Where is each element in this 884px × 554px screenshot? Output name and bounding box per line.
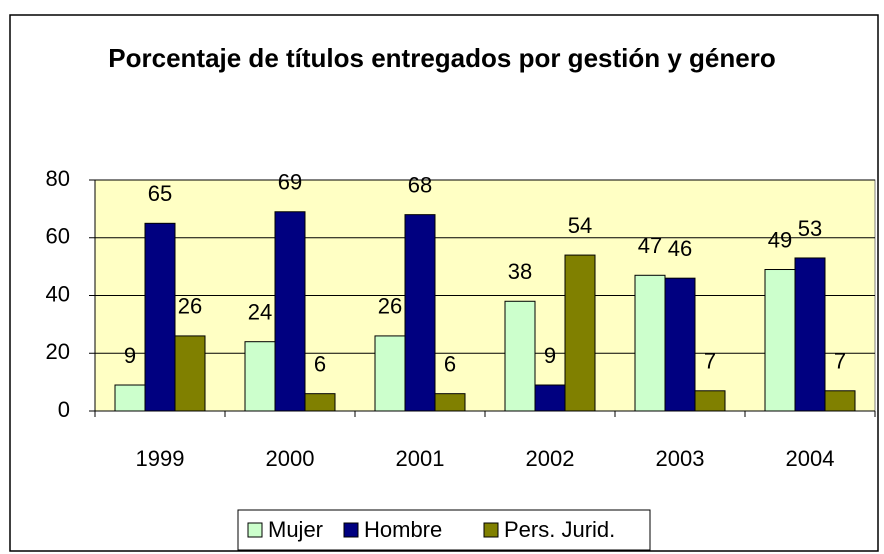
data-label: 7 xyxy=(704,349,716,374)
data-label: 69 xyxy=(278,170,302,195)
bar xyxy=(144,222,176,412)
data-label: 49 xyxy=(768,227,792,252)
bar xyxy=(694,390,726,412)
data-label: 7 xyxy=(834,349,846,374)
y-tick-label: 80 xyxy=(46,166,70,191)
x-tick-label: 2000 xyxy=(266,446,315,471)
bar xyxy=(824,390,856,412)
bar xyxy=(304,393,336,412)
legend-swatch xyxy=(247,522,263,538)
x-tick-label: 2002 xyxy=(526,446,575,471)
data-label: 53 xyxy=(798,216,822,241)
bar xyxy=(534,384,566,412)
bar xyxy=(244,341,276,412)
x-tick-label: 2001 xyxy=(396,446,445,471)
bar xyxy=(664,277,696,412)
y-tick-label: 60 xyxy=(46,224,70,249)
x-tick-label: 2004 xyxy=(786,446,835,471)
bar xyxy=(564,254,596,412)
bar xyxy=(434,393,466,412)
bar xyxy=(504,300,536,412)
chart-title: Porcentaje de títulos entregados por ges… xyxy=(108,43,776,73)
legend-swatch xyxy=(343,522,359,538)
data-label: 9 xyxy=(124,343,136,368)
data-label: 24 xyxy=(248,300,272,325)
data-label: 46 xyxy=(668,236,692,261)
data-label: 26 xyxy=(178,294,202,319)
data-label: 54 xyxy=(568,213,592,238)
bar xyxy=(634,274,666,412)
data-label: 65 xyxy=(148,181,172,206)
y-tick-label: 0 xyxy=(58,397,70,422)
bar xyxy=(374,335,406,412)
data-label: 38 xyxy=(508,259,532,284)
data-label: 6 xyxy=(444,351,456,376)
bar xyxy=(274,211,306,412)
data-label: 26 xyxy=(378,294,402,319)
bar xyxy=(174,335,206,412)
bar xyxy=(794,257,826,412)
data-label: 6 xyxy=(314,351,326,376)
x-tick-label: 1999 xyxy=(136,446,185,471)
y-tick-label: 40 xyxy=(46,281,70,306)
legend-frame xyxy=(237,509,651,551)
y-tick-label: 20 xyxy=(46,339,70,364)
bar xyxy=(764,269,796,412)
data-label: 9 xyxy=(544,343,556,368)
bar xyxy=(404,214,436,412)
legend-label: Mujer xyxy=(268,517,323,542)
legend-swatch xyxy=(483,522,499,538)
bar xyxy=(114,384,146,412)
data-label: 47 xyxy=(638,233,662,258)
data-label: 68 xyxy=(408,172,432,197)
legend-label: Hombre xyxy=(364,517,442,542)
x-tick-label: 2003 xyxy=(656,446,705,471)
legend-label: Pers. Jurid. xyxy=(504,517,615,542)
